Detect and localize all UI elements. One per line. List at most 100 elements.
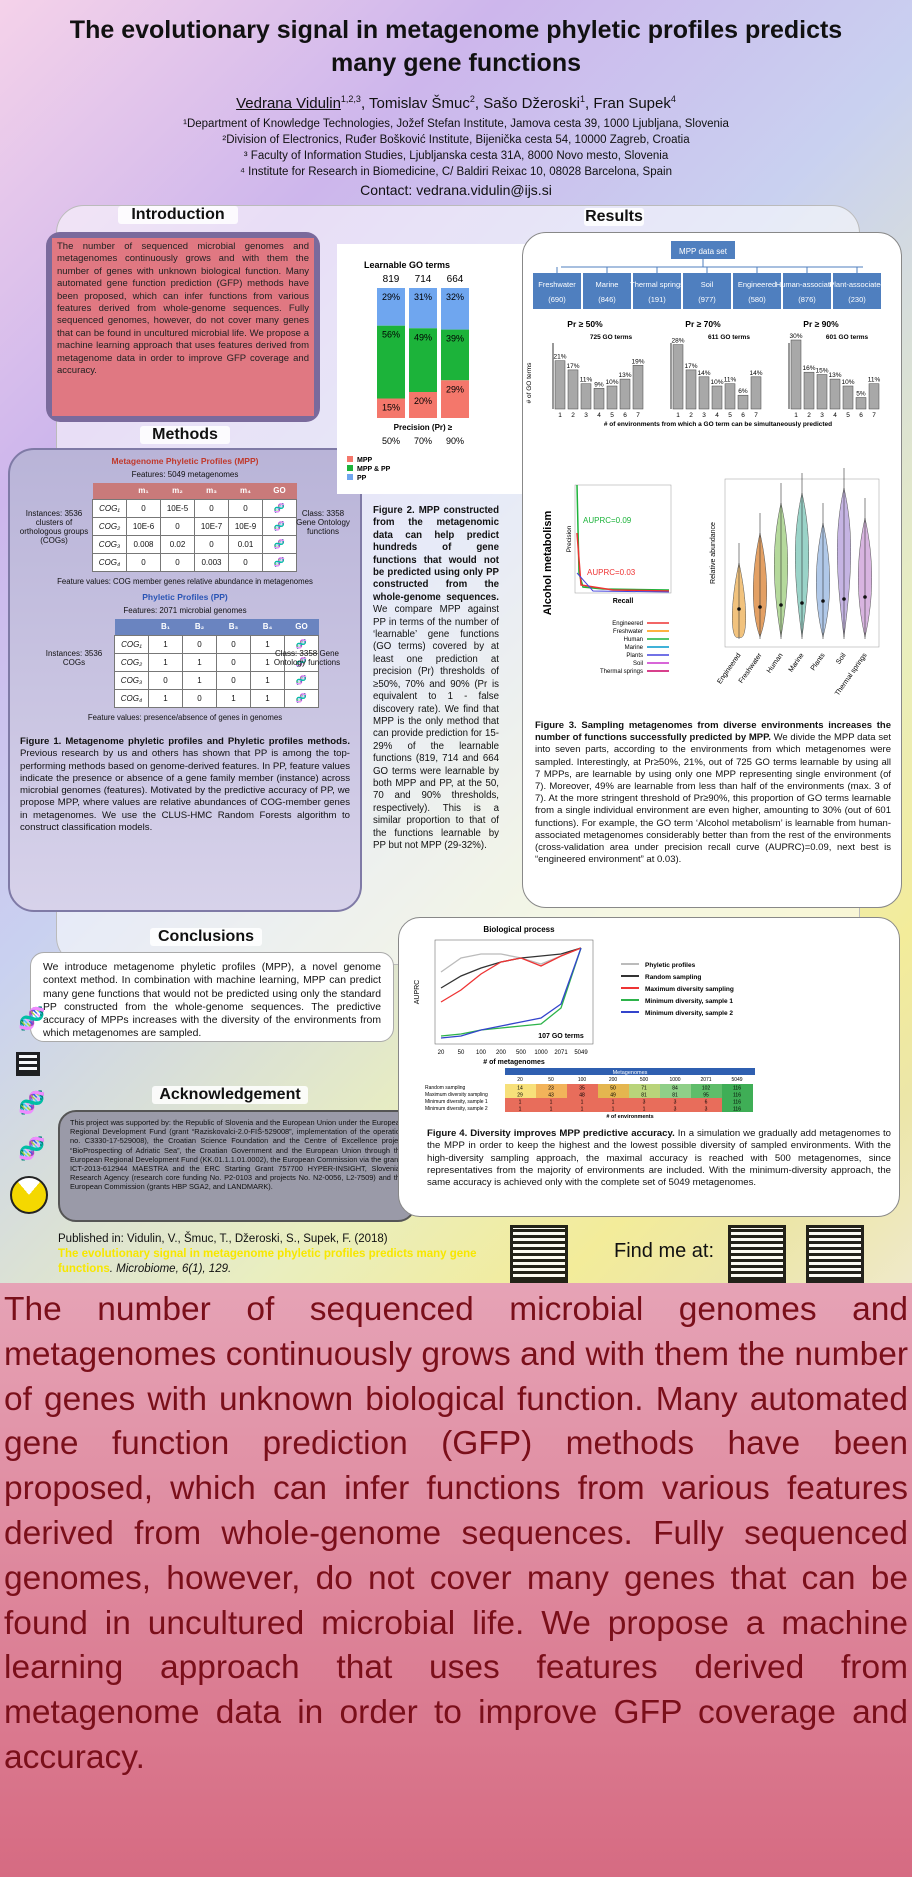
fig4-table-value: 3 bbox=[705, 1107, 708, 1113]
fig3-bar-label: 5% bbox=[856, 391, 866, 398]
publication-link[interactable]: The evolutionary signal in metagenome ph… bbox=[58, 1248, 477, 1275]
fig2-svg: Learnable GO terms 819 29% 56% 15% 50% 714 31% 4… bbox=[347, 260, 469, 482]
fig3-bar bbox=[580, 383, 592, 410]
matrix-cell: 0.01 bbox=[228, 534, 263, 554]
matrix-cell: 0 bbox=[228, 498, 263, 518]
affiliation-line: ¹Department of Knowledge Technologies, J… bbox=[183, 118, 729, 130]
fig2-bar-segment bbox=[441, 288, 469, 330]
matrix-cell: 0.008 bbox=[126, 534, 161, 554]
matrix-cell: 1 bbox=[250, 634, 285, 654]
affiliations: ¹Department of Knowledge Technologies, J… bbox=[40, 116, 872, 180]
pp-title: Phyletic Profiles (PP) bbox=[142, 592, 228, 602]
matrix-column-header: m₃ bbox=[194, 483, 229, 499]
fig3-panel-go-count: 601 GO terms bbox=[826, 334, 869, 341]
affiliation-line: ³ Faculty of Information Studies, Ljublj… bbox=[243, 150, 669, 162]
violin-median bbox=[779, 603, 783, 607]
fig4-table-value: 1 bbox=[550, 1107, 553, 1113]
fig3-bar bbox=[750, 376, 762, 410]
environment-name: Plant-associated bbox=[829, 280, 884, 289]
go-tree-icon: 🧬 bbox=[284, 634, 319, 654]
fig2-bar-segment bbox=[409, 392, 437, 418]
fig4-table-value: 23 bbox=[548, 1086, 554, 1092]
violin-category-label: Marine bbox=[788, 652, 806, 674]
fig2-legend-label: PP bbox=[357, 475, 367, 482]
fig4-table-cell bbox=[722, 1084, 753, 1091]
mpp-class: Class: 3358 Gene Ontology functions bbox=[296, 509, 350, 536]
environment-name: Engineered bbox=[738, 280, 776, 289]
fig4-table-col: 20 bbox=[517, 1077, 523, 1083]
fig3-bar-label: 13% bbox=[618, 372, 631, 379]
matrix-cell: COG₃ bbox=[92, 534, 127, 554]
fig3-panel-go-count: 611 GO terms bbox=[708, 334, 750, 341]
fig4-series-line bbox=[440, 947, 582, 1037]
fig2-bar-label: 56% bbox=[382, 330, 400, 340]
fig2-bar-segment bbox=[377, 325, 405, 399]
fig4-table-cell bbox=[536, 1098, 567, 1105]
fig2-bar-label: 32% bbox=[446, 292, 464, 302]
pr-legend-label: Plants bbox=[626, 653, 643, 659]
fig3-tick-label: 4 bbox=[715, 412, 719, 419]
fig2-bar-segment bbox=[409, 288, 437, 329]
environment-name: Freshwater bbox=[538, 280, 576, 289]
environment-count: (846) bbox=[598, 295, 616, 304]
dna-icon: 🧬 bbox=[18, 1090, 46, 1115]
matrix-cell: COG₂ bbox=[92, 516, 127, 536]
matrix-cell: 0 bbox=[126, 552, 161, 572]
fig2-legend-label: MPP bbox=[357, 457, 373, 464]
fig2-bar-label: 15% bbox=[382, 403, 400, 413]
fig3-tick-label: 7 bbox=[636, 412, 640, 419]
fig4-table-cell bbox=[505, 1105, 536, 1112]
fig3-bar-label: 13% bbox=[828, 372, 841, 379]
fig2-bar-label: 29% bbox=[446, 384, 464, 394]
pp-instances: Instances: 3536 COGs bbox=[45, 649, 103, 667]
environment-node bbox=[733, 273, 781, 309]
author-affiliation-marker: 4 bbox=[670, 94, 676, 104]
fig3-bar bbox=[711, 385, 723, 410]
matrix-cell: 0.003 bbox=[194, 552, 229, 572]
fig4-table-value: 116 bbox=[733, 1086, 741, 1092]
fig4-table-value: 116 bbox=[733, 1100, 741, 1106]
qr-code-icon[interactable] bbox=[728, 1225, 786, 1283]
pr-legend-label: Marine bbox=[625, 645, 644, 651]
fig4-table-cell bbox=[598, 1105, 629, 1112]
qr-code-icon[interactable] bbox=[806, 1225, 864, 1283]
fig4-table-cell bbox=[536, 1084, 567, 1091]
fig3-bar bbox=[790, 339, 802, 410]
fig4-table-value: 48 bbox=[579, 1093, 585, 1099]
qr-code-icon[interactable] bbox=[510, 1225, 568, 1283]
matrix-row: COG₄ 1 0 1 1 🧬 bbox=[114, 688, 319, 708]
matrix-row: COG₁ 1 0 0 1 🧬 bbox=[114, 634, 319, 654]
pr-legend-label: Thermal springs bbox=[600, 669, 643, 675]
environment-name: Human-associated bbox=[776, 280, 839, 289]
matrix-cell: 0 bbox=[216, 670, 251, 690]
pp-matrix: B₁ B₂ B₃ B₄ GO COG₁ 1 0 0 1 🧬 COG₂ 1 1 0 1 🧬 COG₃ 0 1 0 1 🧬 COG… bbox=[114, 619, 319, 708]
environment-count: (876) bbox=[798, 295, 816, 304]
fig4-table-cell bbox=[691, 1091, 722, 1098]
environment-count: (977) bbox=[698, 295, 716, 304]
fig4-svg: Biological process AUPRC 20 50 100 200 500 1000… bbox=[414, 925, 755, 1120]
fig4-table-value: 6 bbox=[705, 1100, 708, 1106]
fig3-bar-label: 19% bbox=[631, 358, 644, 365]
fig2-legend-label: MPP & PP bbox=[357, 466, 391, 473]
fig3-bar bbox=[829, 378, 841, 410]
fig3-bar-label: 11% bbox=[724, 377, 737, 384]
matrix-column-header: B₃ bbox=[216, 619, 251, 635]
fig2-xlabel: Precision (Pr) ≥ bbox=[394, 423, 453, 432]
fig3-tick-label: 3 bbox=[702, 412, 706, 419]
fig4-table-value: 71 bbox=[641, 1086, 647, 1092]
qr-code-icon[interactable] bbox=[16, 1052, 40, 1076]
fig3-tick-label: 2 bbox=[689, 412, 693, 419]
fig4-table-value: 1 bbox=[643, 1107, 646, 1113]
fig4-table-col: 2071 bbox=[700, 1077, 711, 1083]
fig4-table-col: 100 bbox=[578, 1077, 587, 1083]
fig4-table-cell bbox=[722, 1098, 753, 1105]
matrix-cell: 0 bbox=[216, 652, 251, 672]
fig3-bar-label: 16% bbox=[802, 365, 815, 372]
intro-box: The number of sequenced microbial genome… bbox=[46, 232, 320, 422]
environment-node bbox=[533, 273, 581, 309]
author-name: Sašo Džeroski bbox=[483, 95, 580, 112]
fig3-panel-go-count: 725 GO terms bbox=[590, 334, 633, 341]
fig4-legend-label: Random sampling bbox=[645, 974, 701, 981]
matrix-cell: 10E-6 bbox=[126, 516, 161, 536]
matrix-row: COG₄ 0 0 0.003 0 🧬 bbox=[92, 552, 297, 572]
